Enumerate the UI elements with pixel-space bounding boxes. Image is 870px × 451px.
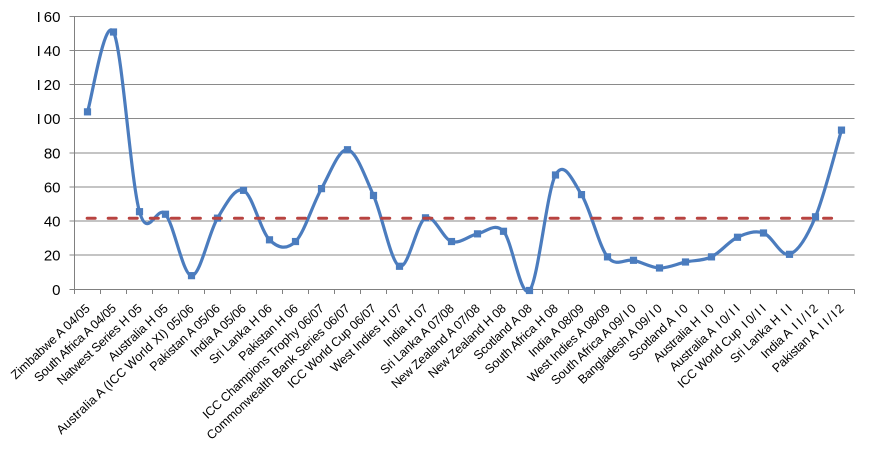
svg-text:I 00: I 00: [37, 111, 61, 128]
svg-text:40: 40: [44, 214, 61, 231]
svg-text:60: 60: [44, 179, 61, 196]
svg-text:I 60: I 60: [37, 9, 61, 26]
svg-text:80: 80: [44, 145, 61, 162]
svg-text:I 40: I 40: [37, 43, 61, 60]
svg-text:I 20: I 20: [37, 77, 61, 94]
svg-text:0: 0: [52, 282, 60, 299]
svg-text:20: 20: [44, 248, 61, 265]
